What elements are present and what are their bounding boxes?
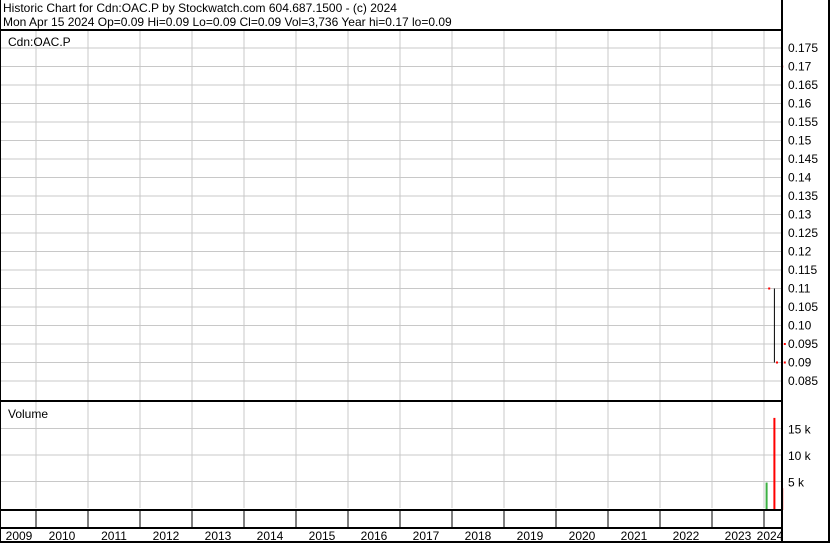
price-point <box>768 287 771 290</box>
year-label: 2016 <box>361 529 388 543</box>
price-tick-label: 0.085 <box>788 374 818 388</box>
price-tick-label: 0.15 <box>788 134 812 148</box>
year-label: 2017 <box>413 529 440 543</box>
price-tick-label: 0.16 <box>788 97 812 111</box>
price-tick-label: 0.13 <box>788 208 812 222</box>
year-label: 2022 <box>673 529 700 543</box>
volume-label: Volume <box>8 407 48 421</box>
chart-header-title: Historic Chart for Cdn:OAC.P by Stockwat… <box>3 1 397 15</box>
year-label: 2019 <box>517 529 544 543</box>
year-label: 2024 <box>757 529 784 543</box>
year-label: 2012 <box>153 529 180 543</box>
year-label: 2018 <box>465 529 492 543</box>
year-label: 2011 <box>101 529 127 543</box>
year-label: 2010 <box>49 529 76 543</box>
volume-tick-label: 5 k <box>788 476 805 490</box>
year-label: 2014 <box>257 529 284 543</box>
price-tick-label: 0.125 <box>788 226 818 240</box>
price-tick-label: 0.155 <box>788 115 818 129</box>
price-tick-label: 0.095 <box>788 337 818 351</box>
price-tick-label: 0.10 <box>788 319 812 333</box>
price-tick-label: 0.17 <box>788 60 812 74</box>
symbol-label: Cdn:OAC.P <box>8 35 71 49</box>
year-label: 2021 <box>621 529 648 543</box>
price-tick-label: 0.175 <box>788 41 818 55</box>
year-label: 2013 <box>205 529 232 543</box>
price-tick-label: 0.105 <box>788 300 818 314</box>
volume-tick-label: 15 k <box>788 423 812 437</box>
price-point <box>783 361 786 364</box>
year-label: 2020 <box>569 529 596 543</box>
price-tick-label: 0.135 <box>788 189 818 203</box>
price-tick-label: 0.165 <box>788 78 818 92</box>
year-label: 2009 <box>6 529 33 543</box>
volume-bar <box>773 417 776 510</box>
price-point <box>783 343 786 345</box>
price-tick-label: 0.09 <box>788 356 812 370</box>
price-point <box>776 361 778 364</box>
price-tick-label: 0.115 <box>788 263 817 277</box>
volume-tick-label: 10 k <box>788 449 812 463</box>
price-tick-label: 0.11 <box>788 282 811 296</box>
price-tick-label: 0.145 <box>788 152 818 166</box>
year-label: 2015 <box>309 529 336 543</box>
chart-header-quote: Mon Apr 15 2024 Op=0.09 Hi=0.09 Lo=0.09 … <box>3 15 452 29</box>
price-tick-label: 0.12 <box>788 245 812 259</box>
price-tick-label: 0.14 <box>788 171 812 185</box>
volume-bar <box>765 482 768 510</box>
year-label: 2023 <box>725 529 752 543</box>
